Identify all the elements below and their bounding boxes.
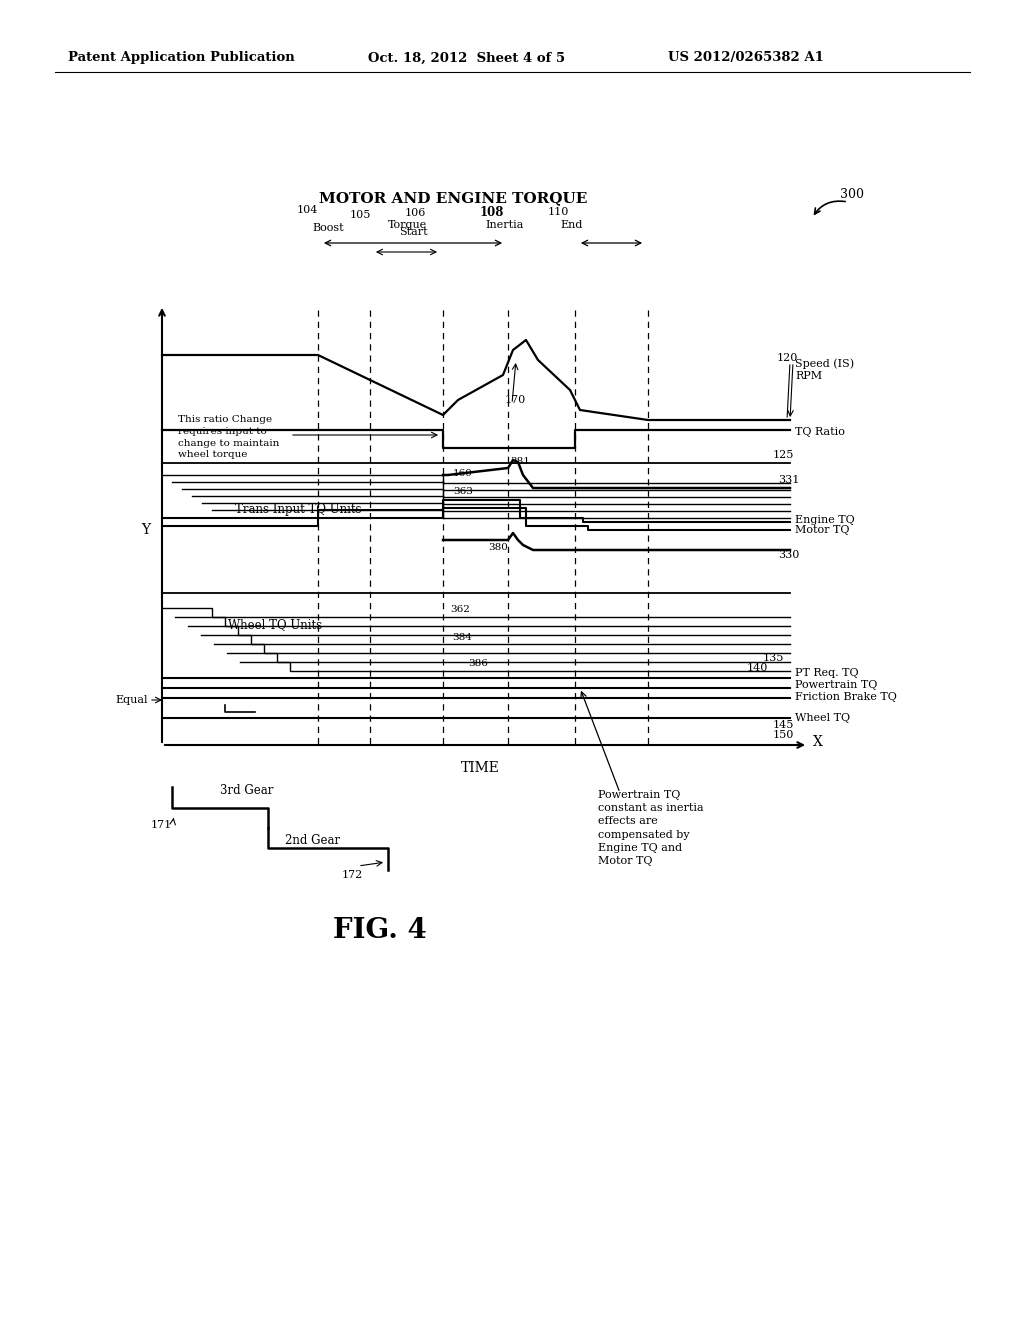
Text: End: End [561, 220, 584, 230]
Text: Trans Input TQ Units: Trans Input TQ Units [234, 503, 361, 516]
Text: 172: 172 [341, 870, 362, 880]
Text: X: X [813, 735, 823, 748]
Text: 384: 384 [452, 634, 472, 643]
Text: Engine TQ: Engine TQ [795, 515, 855, 525]
Text: Inertia: Inertia [485, 220, 524, 230]
Text: 363: 363 [453, 487, 473, 496]
Text: 386: 386 [468, 659, 487, 668]
Text: TIME: TIME [461, 762, 500, 775]
Text: 330: 330 [778, 550, 800, 560]
Text: 106: 106 [404, 209, 426, 218]
Text: 125: 125 [773, 450, 795, 459]
Text: PT Req. TQ: PT Req. TQ [795, 668, 859, 678]
Text: MOTOR AND ENGINE TORQUE: MOTOR AND ENGINE TORQUE [318, 191, 587, 205]
Text: 3rd Gear: 3rd Gear [220, 784, 273, 796]
Text: 300: 300 [840, 189, 864, 202]
Text: 170: 170 [505, 395, 526, 405]
Text: Boost: Boost [312, 223, 344, 234]
Text: 160: 160 [453, 470, 473, 479]
Text: Powertrain TQ
constant as inertia
effects are
compensated by
Engine TQ and
Motor: Powertrain TQ constant as inertia effect… [598, 789, 703, 866]
Text: 104: 104 [297, 205, 318, 215]
Text: 108: 108 [480, 206, 504, 219]
Text: Motor TQ: Motor TQ [795, 525, 850, 535]
Text: 362: 362 [450, 606, 470, 615]
Text: Friction Brake TQ: Friction Brake TQ [795, 692, 897, 702]
Text: 171: 171 [151, 820, 172, 830]
Text: Powertrain TQ: Powertrain TQ [795, 680, 878, 690]
Text: 105: 105 [349, 210, 371, 220]
Text: 135: 135 [763, 653, 784, 663]
Text: 110: 110 [547, 207, 568, 216]
Text: Oct. 18, 2012  Sheet 4 of 5: Oct. 18, 2012 Sheet 4 of 5 [368, 51, 565, 65]
Text: This ratio Change
requires input to
change to maintain
wheel torque: This ratio Change requires input to chan… [178, 414, 280, 459]
Text: Wheel TQ Units: Wheel TQ Units [228, 619, 323, 631]
Text: Patent Application Publication: Patent Application Publication [68, 51, 295, 65]
Text: 145: 145 [773, 719, 795, 730]
Text: US 2012/0265382 A1: US 2012/0265382 A1 [668, 51, 824, 65]
Text: Speed (IS)
RPM: Speed (IS) RPM [795, 359, 854, 381]
Text: Equal: Equal [116, 696, 148, 705]
Text: 140: 140 [746, 663, 768, 673]
Text: TQ Ratio: TQ Ratio [795, 426, 845, 437]
Text: Start: Start [398, 227, 427, 238]
Text: 2nd Gear: 2nd Gear [285, 833, 340, 846]
Text: Wheel TQ: Wheel TQ [795, 713, 850, 723]
Text: 150: 150 [773, 730, 795, 741]
Text: Torque: Torque [388, 220, 428, 230]
Text: 331: 331 [778, 475, 800, 484]
Text: Y: Y [141, 523, 151, 537]
Text: 120: 120 [777, 352, 799, 363]
Text: 381: 381 [510, 458, 529, 466]
Text: 380: 380 [488, 544, 508, 553]
Text: FIG. 4: FIG. 4 [333, 916, 427, 944]
